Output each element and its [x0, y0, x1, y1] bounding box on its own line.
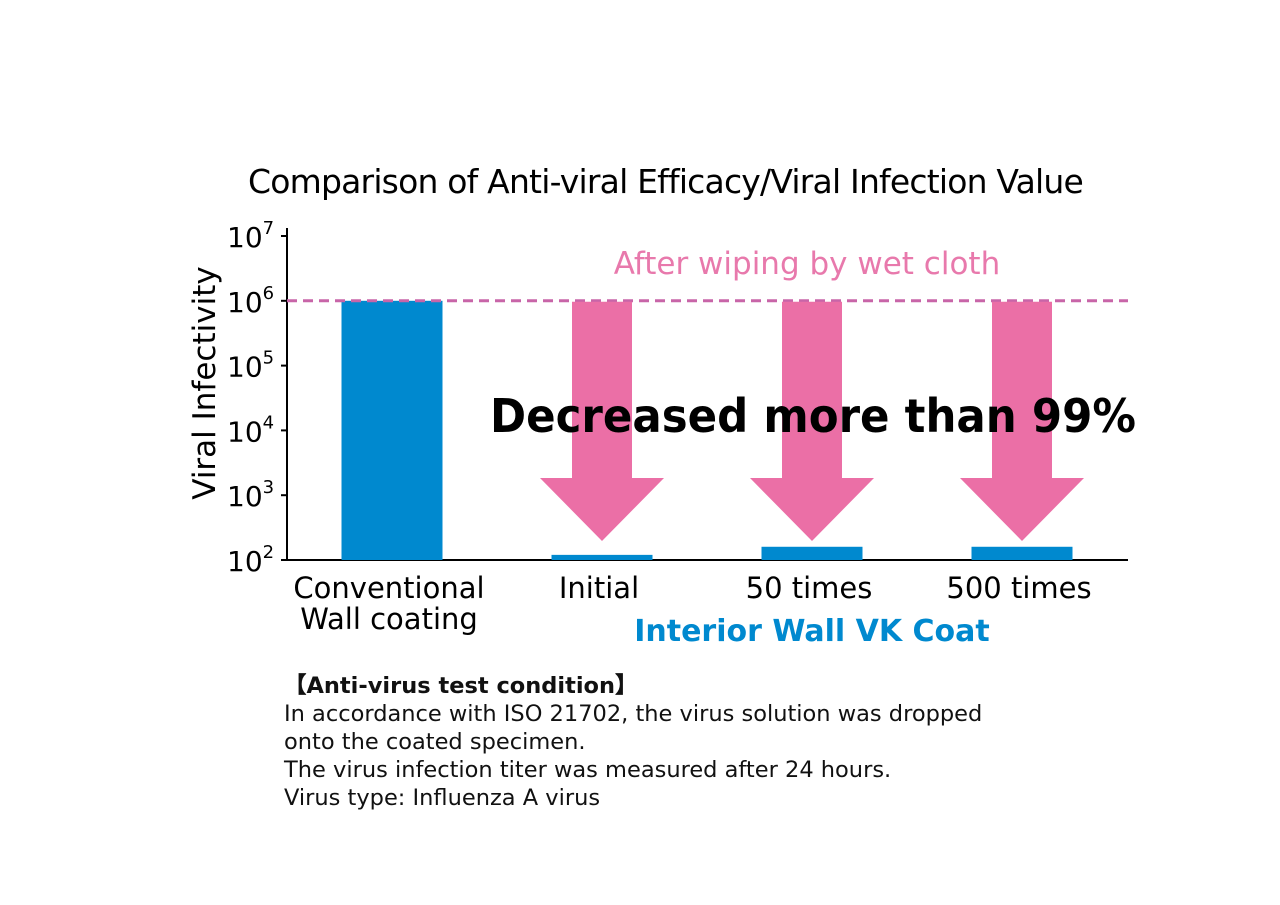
- notes-line: In accordance with ISO 21702, the virus …: [284, 701, 983, 727]
- reference-line-label: After wiping by wet cloth: [614, 246, 1000, 282]
- annotation: Decreased more than 99%: [490, 389, 1136, 443]
- y-tick-label: 107: [227, 218, 274, 254]
- group-label: Interior Wall VK Coat: [634, 614, 990, 649]
- y-tick-label: 104: [227, 412, 274, 448]
- x-tick-label: 500 times: [946, 571, 1091, 605]
- x-tick-label: Wall coating: [300, 602, 478, 636]
- chart-title: Comparison of Anti-viral Efficacy/Viral …: [248, 162, 1084, 201]
- test-conditions: 【Anti-virus test condition】 In accordanc…: [284, 672, 982, 812]
- reduction-arrow: [750, 301, 874, 541]
- bar: [341, 300, 443, 560]
- y-tick-label: 102: [227, 542, 274, 578]
- notes-line: Virus type: Influenza A virus: [284, 785, 601, 811]
- y-tick-label: 103: [227, 477, 274, 513]
- bar: [761, 546, 863, 560]
- x-tick-label: Initial: [559, 571, 639, 605]
- arrows: [540, 301, 1084, 541]
- x-tick-label: 50 times: [746, 571, 873, 605]
- notes-heading: 【Anti-virus test condition】: [284, 673, 638, 699]
- y-tick-label: 106: [227, 283, 274, 319]
- y-axis-label: Viral Infectivity: [187, 266, 223, 499]
- reduction-arrow: [540, 301, 664, 541]
- x-tick-label: Conventional: [293, 571, 484, 605]
- reduction-arrow: [960, 301, 1084, 541]
- y-tick-label: 105: [227, 348, 274, 384]
- notes-line: onto the coated specimen.: [284, 729, 586, 755]
- bars: [341, 300, 1073, 560]
- bar: [551, 554, 653, 560]
- bar: [971, 546, 1073, 560]
- notes-line: The virus infection titer was measured a…: [284, 757, 892, 783]
